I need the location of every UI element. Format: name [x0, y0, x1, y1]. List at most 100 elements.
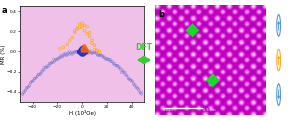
Point [75, 28, 79, 30]
Point [55, 57, 60, 59]
Point [67, 40, 72, 42]
Point [87, 32, 92, 34]
Point [31, 79, 36, 81]
Point [59, 56, 64, 58]
Point [58, 57, 62, 59]
Point [46, 66, 50, 68]
Point [124, 75, 129, 77]
Point [71, 51, 76, 53]
Point [137, 88, 141, 90]
Point [79, 52, 84, 54]
Point [107, 60, 112, 62]
Point [84, 50, 89, 51]
Point [72, 32, 77, 33]
Point [72, 51, 77, 53]
Point [84, 51, 89, 52]
Point [80, 49, 85, 51]
Point [67, 54, 72, 55]
Point [105, 57, 109, 59]
Point [30, 80, 34, 82]
Point [95, 54, 100, 56]
Point [118, 68, 122, 70]
Text: DFT: DFT [135, 43, 153, 52]
Point [51, 62, 56, 64]
Point [86, 51, 90, 53]
Y-axis label: MR (%): MR (%) [1, 44, 6, 64]
Point [62, 55, 66, 57]
Point [139, 93, 144, 95]
Point [132, 84, 137, 86]
Point [92, 44, 97, 46]
Point [72, 30, 77, 32]
Point [75, 51, 80, 53]
Point [102, 57, 107, 59]
Point [113, 63, 117, 64]
Point [130, 80, 134, 82]
Point [92, 52, 97, 54]
Text: 0.5 nm: 0.5 nm [203, 108, 216, 112]
Point [32, 78, 37, 79]
Point [35, 75, 40, 77]
Point [85, 26, 89, 28]
Point [67, 50, 72, 52]
Point [24, 87, 29, 89]
Point [135, 87, 140, 89]
Point [138, 91, 143, 93]
Point [42, 69, 46, 71]
Point [74, 52, 78, 54]
Point [85, 33, 89, 35]
Point [82, 24, 87, 26]
Point [87, 51, 92, 53]
Point [78, 50, 82, 52]
Point [130, 81, 134, 83]
Point [128, 80, 133, 82]
Point [54, 58, 58, 60]
Point [131, 83, 136, 85]
Point [95, 50, 99, 52]
X-axis label: H (10³Oe): H (10³Oe) [69, 110, 96, 116]
Point [65, 54, 69, 56]
Point [26, 86, 30, 88]
Point [117, 66, 121, 67]
Point [42, 66, 46, 68]
Point [122, 71, 126, 73]
Point [120, 70, 125, 72]
Point [58, 48, 62, 50]
Point [20, 93, 25, 95]
Point [28, 81, 33, 83]
Point [44, 65, 49, 67]
Point [111, 62, 116, 64]
Point [118, 67, 122, 69]
Point [91, 51, 96, 53]
Point [102, 56, 107, 58]
Point [71, 53, 76, 54]
Point [135, 87, 140, 89]
Point [60, 54, 65, 56]
Point [69, 52, 73, 54]
Point [58, 55, 62, 57]
Point [127, 78, 132, 80]
Point [82, 30, 87, 32]
Point [51, 58, 56, 60]
Point [117, 67, 121, 69]
Point [60, 56, 65, 57]
Point [70, 52, 74, 54]
Point [94, 52, 98, 54]
Point [56, 57, 61, 59]
Point [56, 58, 61, 60]
Point [75, 50, 80, 52]
Point [78, 51, 82, 53]
Point [76, 51, 81, 53]
Point [22, 92, 26, 94]
Point [61, 46, 66, 48]
Point [36, 73, 41, 75]
Point [47, 62, 52, 64]
Point [101, 55, 105, 57]
Point [88, 50, 93, 52]
Point [87, 51, 92, 52]
Point [34, 77, 38, 79]
Point [119, 68, 124, 70]
Point [106, 58, 110, 60]
Point [106, 58, 110, 60]
Point [66, 52, 70, 54]
